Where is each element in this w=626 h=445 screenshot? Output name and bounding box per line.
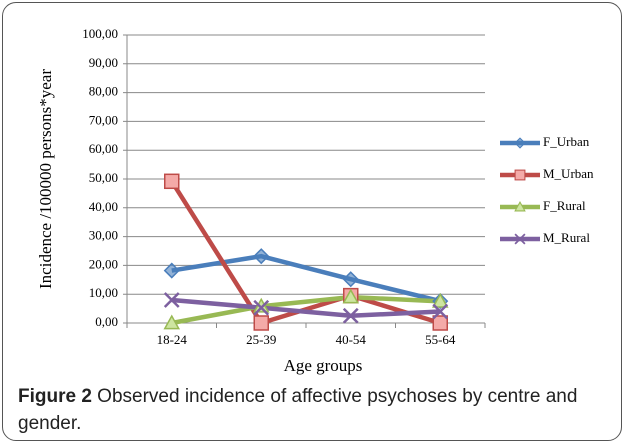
marker (163, 314, 181, 330)
caption: Figure 2 Observed incidence of affective… (18, 383, 608, 437)
legend-label: M_Rural (543, 230, 590, 245)
series-line (169, 180, 441, 326)
marker (514, 201, 526, 212)
marker (253, 315, 269, 331)
x-tick-label: 55-64 (425, 332, 456, 347)
marker (432, 315, 448, 331)
series-line (171, 294, 441, 326)
marker (253, 299, 270, 316)
legend-label: M_Urban (543, 166, 594, 181)
y-tick-label: 80,00 (89, 84, 118, 99)
y-tick-label: 60,00 (89, 141, 118, 156)
caption-label: Figure 2 (18, 386, 92, 407)
series-line (171, 297, 441, 319)
y-tick-label: 0,00 (95, 314, 118, 329)
caption-text: Observed incidence of affective psychose… (18, 386, 578, 434)
y-axis-label: Incidence /100000 persons*year (36, 69, 55, 289)
x-tick-label: 25-39 (246, 332, 276, 347)
y-tick-label: 50,00 (89, 170, 118, 185)
marker (432, 303, 449, 320)
marker (514, 169, 526, 181)
marker (431, 292, 449, 308)
x-axis-label: Age groups (284, 356, 363, 375)
y-tick-label: 20,00 (89, 256, 118, 271)
marker (163, 262, 180, 279)
y-tick-label: 100,00 (82, 26, 118, 41)
y-tick-label: 30,00 (89, 228, 118, 243)
legend-label: F_Rural (543, 198, 586, 213)
y-tick-label: 10,00 (89, 285, 118, 300)
y-tick-label: 40,00 (89, 199, 118, 214)
x-tick-label: 40-54 (336, 332, 367, 347)
marker (342, 307, 359, 324)
marker (342, 271, 359, 288)
y-tick-label: 70,00 (89, 112, 118, 127)
marker (514, 137, 526, 149)
legend-label: F_Urban (543, 134, 590, 149)
marker (514, 233, 526, 245)
marker (164, 173, 180, 190)
x-tick-label: 18-24 (157, 332, 188, 347)
marker (342, 288, 360, 304)
marker (253, 248, 270, 265)
series-line (171, 253, 441, 304)
y-tick-label: 90,00 (89, 55, 118, 70)
figure-frame (2, 2, 622, 441)
marker (163, 292, 180, 308)
